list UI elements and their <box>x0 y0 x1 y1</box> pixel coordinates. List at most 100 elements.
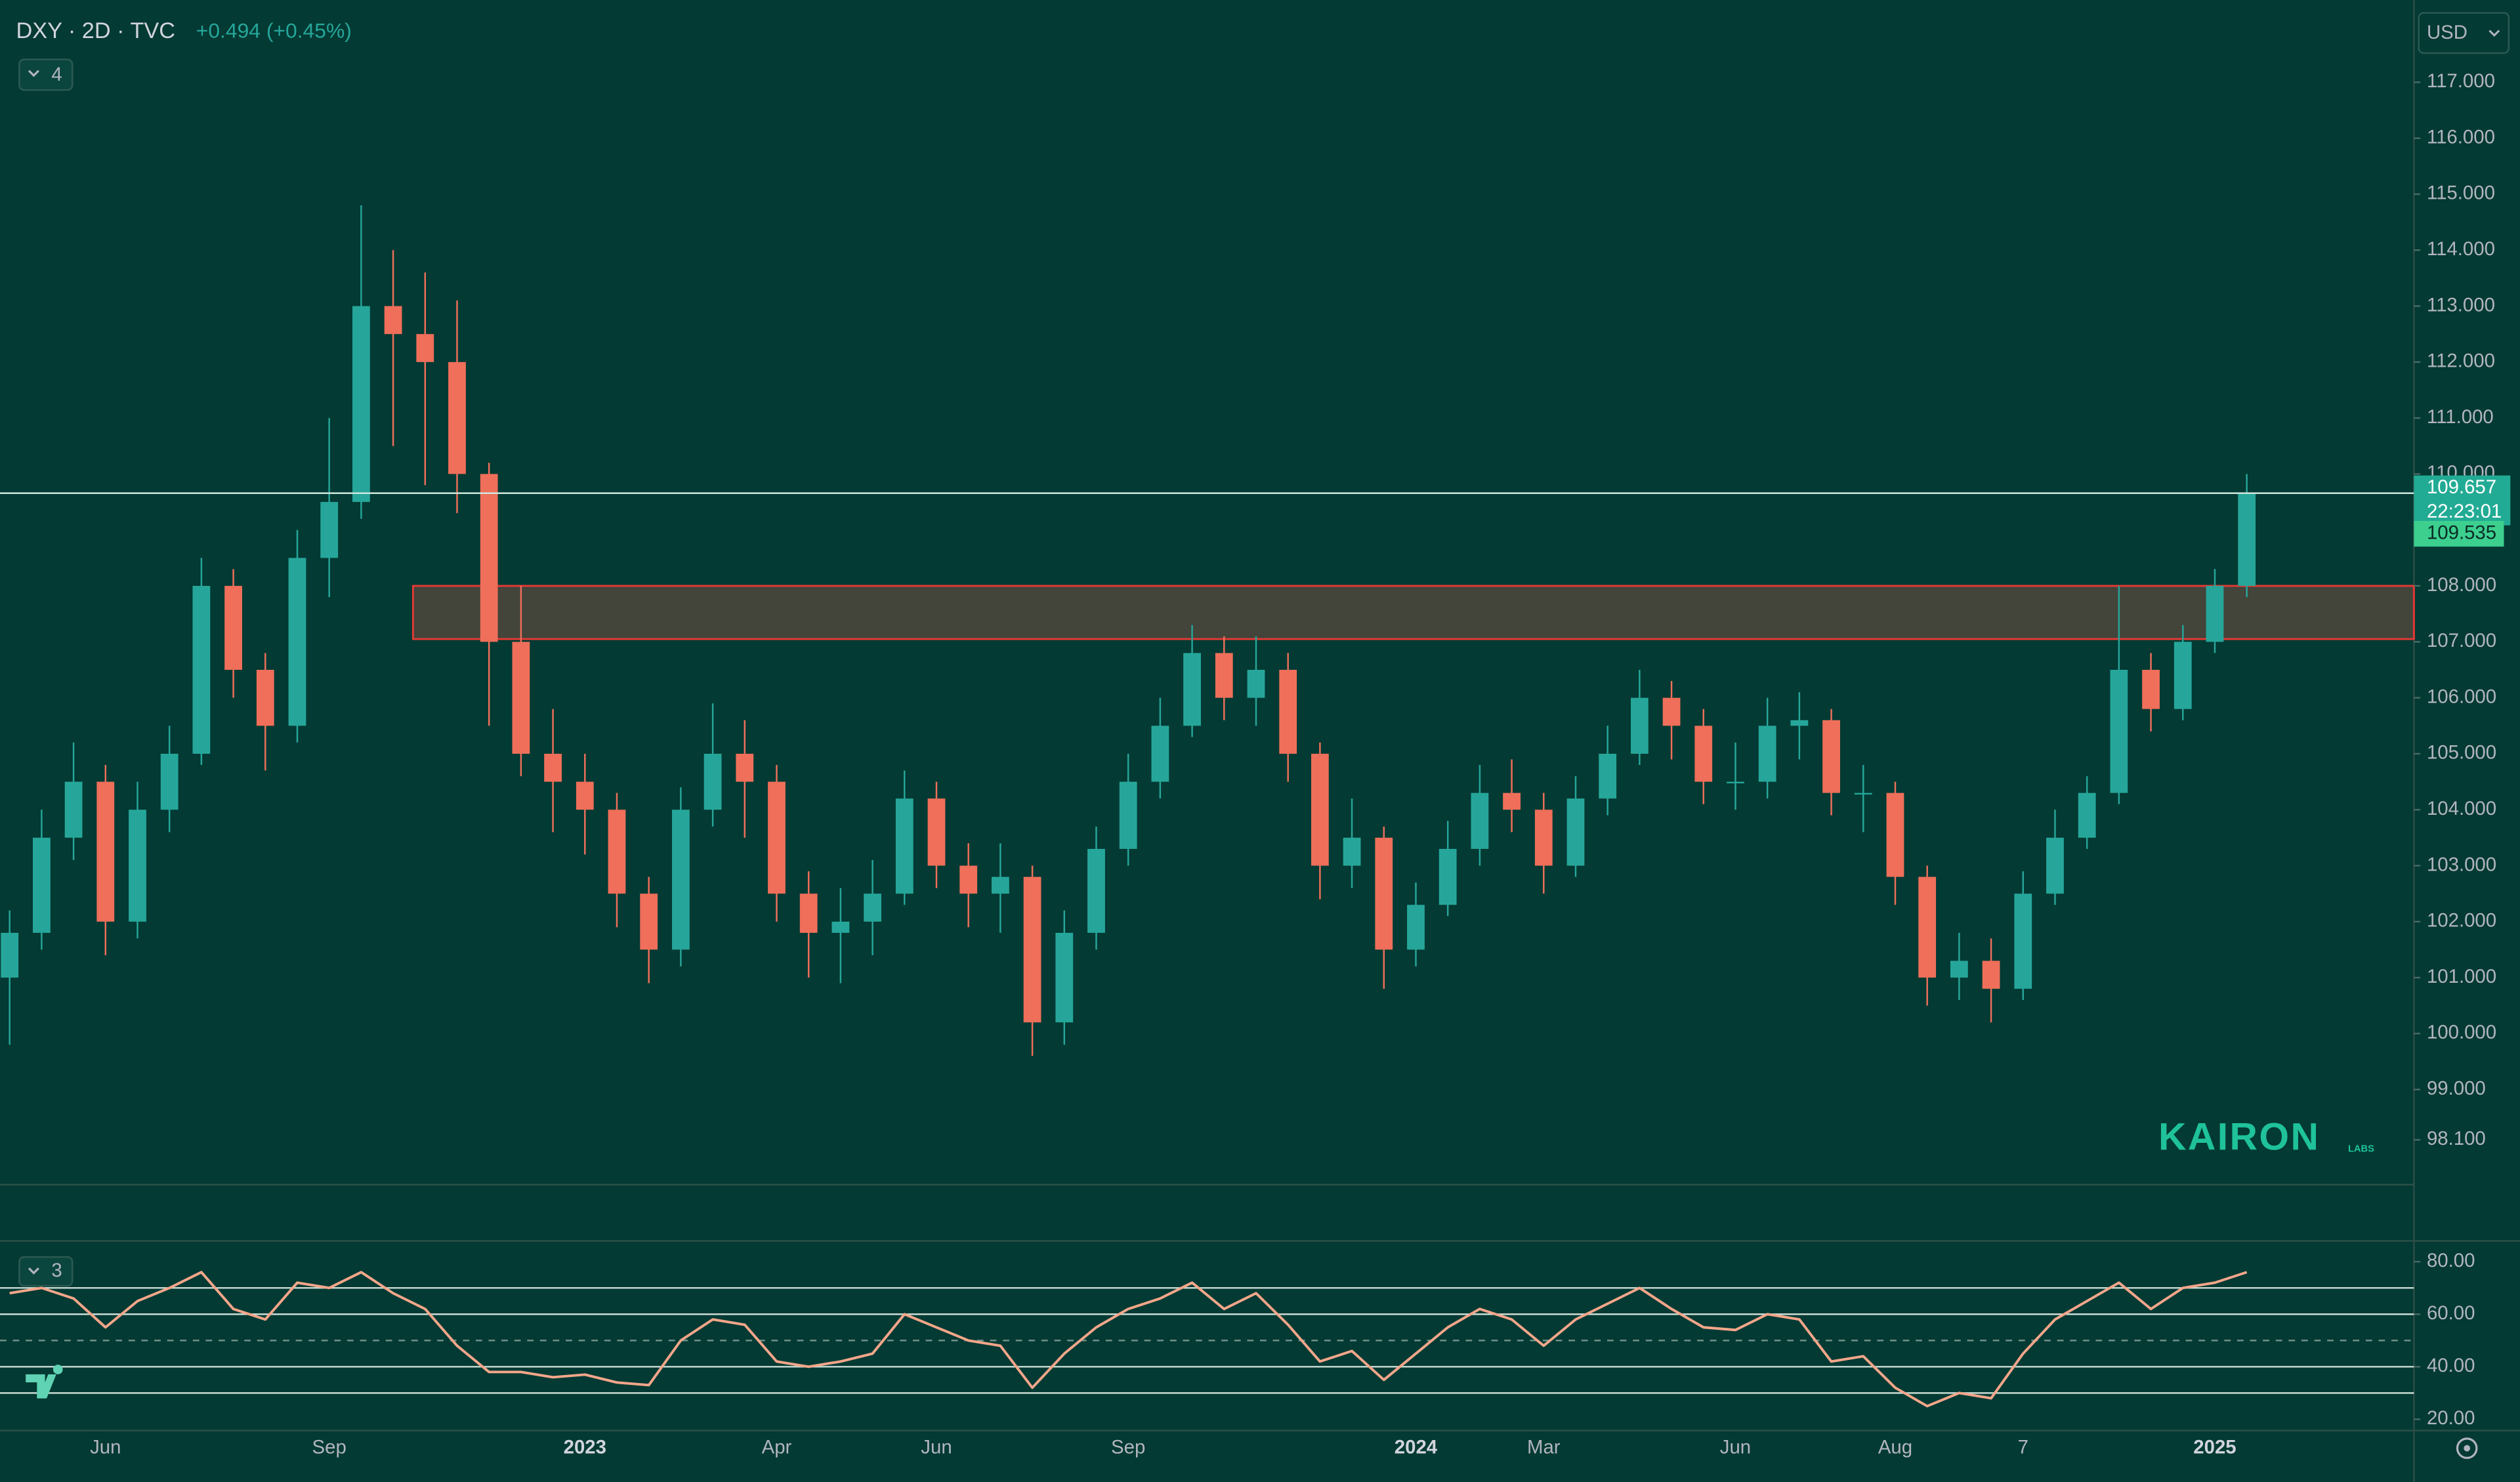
candle-body <box>64 781 83 838</box>
candle-body <box>2046 837 2064 894</box>
symbol-title: DXY · 2D · TVC <box>16 18 175 43</box>
currency-button[interactable] <box>2418 12 2510 54</box>
x-tick-label: Sep <box>312 1436 346 1458</box>
y-tick-label: 105.000 <box>2427 742 2496 764</box>
candle-body <box>2078 792 2096 838</box>
candle-body <box>1790 720 1809 726</box>
y-tick-label: 112.000 <box>2427 350 2495 372</box>
rsi-toggle[interactable] <box>18 1256 74 1287</box>
chevron-icon <box>28 70 39 77</box>
candle-body <box>1375 837 1393 950</box>
candle-body <box>2238 493 2256 587</box>
last-price-label: 109.657 <box>2427 476 2496 498</box>
candle-body <box>2142 670 2160 709</box>
candle-body <box>512 642 530 754</box>
last-price-box <box>2414 475 2511 525</box>
candle-body <box>2174 642 2192 709</box>
y-tick-label: 106.000 <box>2427 686 2496 707</box>
x-tick-label: 7 <box>2018 1436 2028 1458</box>
y-tick-label: 101.000 <box>2427 966 2496 987</box>
candle-body <box>1918 876 1937 978</box>
y-tick-label: 100.000 <box>2427 1021 2496 1043</box>
candle-body <box>1630 697 1648 754</box>
tradingview-logo[interactable] <box>26 1365 63 1399</box>
candle-body <box>1215 653 1233 698</box>
candle-body <box>1 932 19 978</box>
candle-body <box>448 361 466 474</box>
candle-body <box>1534 810 1553 866</box>
y-tick-label: 99.000 <box>2427 1077 2486 1099</box>
y-tick-label: 116.000 <box>2427 126 2495 148</box>
x-tick-label: 2025 <box>2193 1436 2236 1458</box>
candle-body <box>1694 726 1713 782</box>
x-tick-label: 2024 <box>1395 1436 1438 1458</box>
candle-body <box>799 894 818 933</box>
candle-body <box>1279 670 1297 754</box>
y-tick-label: 117.000 <box>2427 70 2495 92</box>
rsi-layer <box>0 1271 2414 1408</box>
candle-body <box>1727 781 1744 784</box>
x-tick-label: Jun <box>1720 1436 1751 1458</box>
rsi-y-tick-label: 20.00 <box>2427 1407 2475 1429</box>
candle-body <box>959 865 978 894</box>
candle-body <box>1055 932 1074 1023</box>
candle-body <box>1758 726 1776 782</box>
candle-body <box>2014 894 2032 989</box>
x-tick-label: 2023 <box>564 1436 606 1458</box>
currency-label[interactable]: USD <box>2427 22 2468 43</box>
candles-layer <box>0 205 2414 1056</box>
candle-body <box>129 810 146 922</box>
y-tick-label: 98.100 <box>2427 1128 2486 1149</box>
rsi-y-tick-label: 80.00 <box>2427 1250 2475 1271</box>
x-tick-label: Jun <box>90 1436 121 1458</box>
y-tick-label: 104.000 <box>2427 798 2496 819</box>
y-tick-label: 113.000 <box>2427 294 2495 316</box>
candle-body <box>1854 792 1872 795</box>
candle-body <box>864 894 881 922</box>
candle-body <box>1151 726 1169 782</box>
candle-body <box>895 798 914 894</box>
candle-body <box>1119 781 1137 849</box>
prev-close-label: 109.535 <box>2427 522 2496 543</box>
candle-body <box>1438 848 1457 905</box>
y-tick-label: 115.000 <box>2427 182 2495 204</box>
rsi-pane-label[interactable]: 3 <box>51 1260 62 1281</box>
candle-body <box>192 586 211 754</box>
candle-body <box>768 781 786 894</box>
x-tick-label: Mar <box>1527 1436 1561 1458</box>
candle-body <box>288 558 306 726</box>
candle-body <box>1599 753 1617 799</box>
candle-body <box>1407 905 1425 950</box>
candle-body <box>1471 792 1489 849</box>
settings-button[interactable] <box>2456 1437 2478 1459</box>
watermark-brand: KAIRON <box>2158 1116 2320 1159</box>
rsi-y-tick-label: 60.00 <box>2427 1302 2475 1324</box>
candle-body <box>1183 653 1201 726</box>
candle-body <box>2110 670 2128 793</box>
watermark-sub: LABS <box>2348 1144 2374 1155</box>
candle-body <box>1662 697 1681 726</box>
indicators-count[interactable]: 4 <box>51 64 62 85</box>
candle-body <box>1311 753 1329 866</box>
x-tick-label: Sep <box>1111 1436 1145 1458</box>
axis-layer: 117.000 116.000 115.000 114.000 113.000 112.0… <box>90 70 2511 1458</box>
candle-body <box>640 894 658 950</box>
candle-body <box>1343 837 1361 866</box>
candle-body <box>1982 960 2000 989</box>
y-tick-label: 103.000 <box>2427 854 2496 875</box>
candle-body <box>320 502 339 558</box>
y-tick-label: 114.000 <box>2427 238 2495 260</box>
rsi-y-tick-label: 40.00 <box>2427 1355 2475 1376</box>
candle-body <box>384 306 402 335</box>
indicators-toggle[interactable] <box>18 58 74 91</box>
candle-body <box>1886 792 1904 877</box>
candle-body <box>352 306 370 503</box>
y-tick-label: 111.000 <box>2427 406 2494 428</box>
candle-body <box>96 781 115 922</box>
candle-body <box>1503 792 1521 810</box>
y-tick-label: 102.000 <box>2427 910 2496 932</box>
chevron-icon <box>28 1267 39 1275</box>
